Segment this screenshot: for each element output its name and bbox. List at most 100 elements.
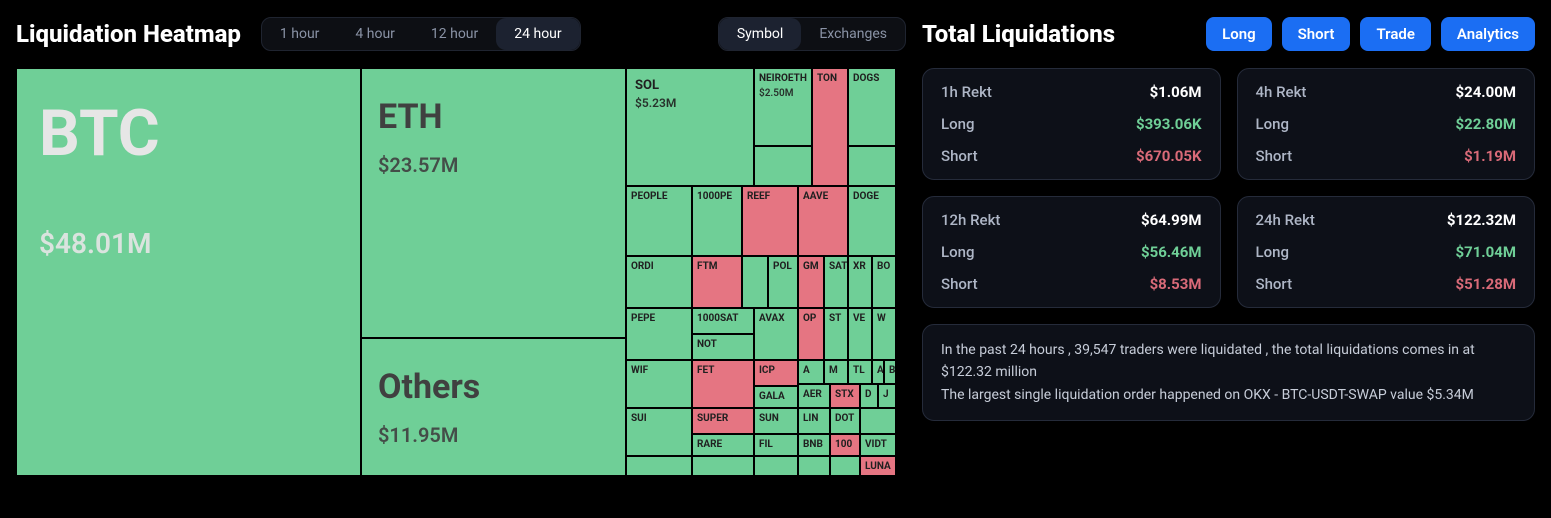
treemap-cell-blank[interactable] <box>798 456 830 476</box>
treemap-cell-luna[interactable]: LUNA <box>860 456 896 476</box>
cell-symbol: AVAX <box>759 313 793 324</box>
treemap-cell-doge[interactable]: DOGE <box>848 186 896 256</box>
timeframe-1-hour[interactable]: 1 hour <box>262 18 338 50</box>
treemap-cell-bnb[interactable]: BNB <box>798 434 830 456</box>
card-title: 4h Rekt <box>1256 83 1307 101</box>
cell-symbol: POL <box>773 261 793 272</box>
treemap-cell-fet[interactable]: FET <box>692 360 754 408</box>
cell-symbol: ICP <box>759 365 793 376</box>
treemap-cell-btc[interactable]: BTC$48.01M <box>16 68 361 476</box>
treemap-cell-j[interactable]: J <box>878 384 896 408</box>
cell-symbol: A <box>877 365 879 376</box>
treemap-cell-a[interactable]: A <box>798 360 824 384</box>
treemap-cell-1000sat[interactable]: 1000SAT <box>692 308 754 334</box>
treemap-cell-eth[interactable]: ETH $23.57M <box>361 68 626 338</box>
treemap-cell-blank[interactable] <box>754 146 812 186</box>
cell-symbol: J <box>883 389 891 400</box>
cell-symbol: SUN <box>759 413 793 424</box>
cell-symbol: BNB <box>803 439 825 450</box>
treemap-cell-w[interactable]: W <box>872 308 896 360</box>
cell-symbol: DOGE <box>853 191 891 202</box>
treemap-cell-ve[interactable]: VE <box>848 308 872 360</box>
cell-symbol: 1000PE <box>697 191 737 202</box>
treemap-cell-wif[interactable]: WIF <box>626 360 692 408</box>
treemap-cell-reef[interactable]: REEF <box>742 186 798 256</box>
treemap-cell-blank[interactable] <box>742 256 768 308</box>
treemap-cell-icp[interactable]: ICP <box>754 360 798 386</box>
action-analytics-button[interactable]: Analytics <box>1441 17 1535 51</box>
cell-symbol: OP <box>803 313 819 324</box>
treemap-cell-d[interactable]: D <box>860 384 878 408</box>
cell-symbol: D <box>865 389 873 400</box>
card-short-value: $51.28M <box>1455 275 1516 293</box>
treemap-cell-ftm[interactable]: FTM <box>692 256 742 308</box>
treemap-cell-blank[interactable] <box>754 456 798 476</box>
treemap-cell-super[interactable]: SUPER <box>692 408 754 434</box>
cell-symbol: WIF <box>631 365 687 376</box>
treemap-cell-st[interactable]: ST <box>824 308 848 360</box>
treemap-cell-1000pe[interactable]: 1000PE <box>692 186 742 256</box>
view-exchanges[interactable]: Exchanges <box>801 18 905 50</box>
action-short-button[interactable]: Short <box>1282 17 1351 51</box>
treemap-cell-b[interactable]: B <box>884 360 896 384</box>
cell-symbol: FIL <box>759 439 793 450</box>
treemap-cell-blank[interactable] <box>626 456 692 476</box>
treemap-cell-not[interactable]: NOT <box>692 334 754 360</box>
treemap-cell-rare[interactable]: RARE <box>692 434 754 456</box>
treemap-cell-others[interactable]: Others$11.95M <box>361 338 626 476</box>
cell-value: $5.23M <box>635 97 745 110</box>
card-short-label: Short <box>1256 275 1293 293</box>
treemap-cell-neiroeth[interactable]: NEIROETH$2.50M <box>754 68 812 146</box>
treemap-cell-sat[interactable]: SAT <box>824 256 848 308</box>
view-symbol[interactable]: Symbol <box>719 18 801 50</box>
treemap-cell-tl[interactable]: TL <box>848 360 872 384</box>
treemap-cell-lin[interactable]: LIN <box>798 408 830 434</box>
treemap-cell-blank[interactable] <box>692 456 754 476</box>
treemap-cell-fil[interactable]: FIL <box>754 434 798 456</box>
treemap-cell-xr[interactable]: XR <box>848 256 872 308</box>
treemap-cell-aer[interactable]: AER <box>798 384 830 408</box>
treemap-cell-stx[interactable]: STX <box>830 384 860 408</box>
treemap-cell-gm[interactable]: GM <box>798 256 824 308</box>
cell-symbol: BTC <box>39 99 338 169</box>
treemap-cell-dogs[interactable]: DOGS <box>848 68 896 146</box>
heatmap-title: Liquidation Heatmap <box>16 20 241 48</box>
cell-symbol: PEOPLE <box>631 191 687 202</box>
timeframe-24-hour[interactable]: 24 hour <box>496 18 579 50</box>
treemap-cell-blank[interactable] <box>848 146 896 186</box>
cell-symbol: ETH <box>378 99 609 136</box>
card-long-label: Long <box>1256 243 1289 261</box>
totals-header: Total Liquidations LongShortTradeAnalyti… <box>922 12 1535 56</box>
treemap-cell-ton[interactable]: TON <box>812 68 848 186</box>
treemap-cell-dot[interactable]: DOT <box>830 408 860 434</box>
timeframe-4-hour[interactable]: 4 hour <box>337 18 413 50</box>
treemap-cell-100[interactable]: 100 <box>830 434 860 456</box>
treemap-cell-a[interactable]: A <box>872 360 884 384</box>
treemap-cell-pepe[interactable]: PEPE <box>626 308 692 360</box>
treemap-cell-gala[interactable]: GALA <box>754 386 798 408</box>
treemap-cell-sui[interactable]: SUI <box>626 408 692 456</box>
stat-card-1h-rekt: 1h Rekt$1.06MLong$393.06KShort$670.05K <box>922 68 1221 180</box>
card-long-value: $56.46M <box>1141 243 1202 261</box>
action-long-button[interactable]: Long <box>1206 17 1272 51</box>
treemap-cell-blank[interactable] <box>860 408 896 434</box>
treemap-cell-aave[interactable]: AAVE <box>798 186 848 256</box>
cell-symbol: BO <box>877 261 891 272</box>
treemap-cell-bo[interactable]: BO <box>872 256 896 308</box>
treemap-cell-sun[interactable]: SUN <box>754 408 798 434</box>
cell-value: $23.57M <box>378 154 609 176</box>
treemap-cell-m[interactable]: M <box>824 360 848 384</box>
treemap-cell-avax[interactable]: AVAX <box>754 308 798 360</box>
treemap-cell-blank[interactable] <box>830 456 860 476</box>
summary-note: In the past 24 hours , 39,547 traders we… <box>922 324 1535 421</box>
card-long-label: Long <box>1256 115 1289 133</box>
action-trade-button[interactable]: Trade <box>1360 17 1430 51</box>
treemap-cell-ordi[interactable]: ORDI <box>626 256 692 308</box>
treemap-cell-people[interactable]: PEOPLE <box>626 186 692 256</box>
treemap-cell-vidt[interactable]: VIDT <box>860 434 896 456</box>
treemap-cell-sol[interactable]: SOL$5.23M <box>626 68 754 186</box>
cell-symbol: AAVE <box>803 191 843 202</box>
timeframe-12-hour[interactable]: 12 hour <box>413 18 496 50</box>
treemap-cell-pol[interactable]: POL <box>768 256 798 308</box>
treemap-cell-op[interactable]: OP <box>798 308 824 360</box>
